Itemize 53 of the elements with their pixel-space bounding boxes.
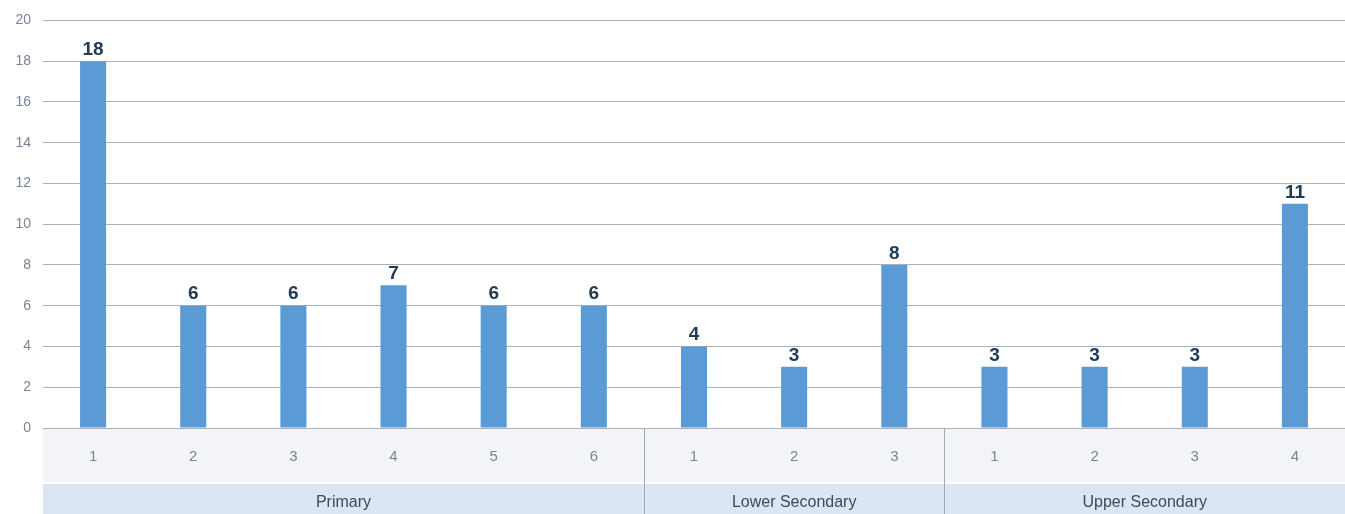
text: Lower Secondary [731, 493, 857, 511]
x-tick-label: 5 [489, 447, 498, 465]
y-tick-label: 12 [15, 174, 32, 191]
bar [180, 305, 207, 428]
data-label: 11 [1284, 180, 1306, 202]
data-label: 3 [1089, 343, 1100, 365]
data-label: 7 [388, 262, 399, 284]
x-tick-label: 2 [189, 447, 198, 465]
x-tick-label: 2 [1090, 447, 1099, 465]
x-tick-label: 4 [1290, 447, 1300, 465]
y-tick-label: 2 [23, 378, 32, 395]
bar [580, 305, 607, 428]
bar [1081, 366, 1108, 428]
bar [981, 366, 1008, 428]
data-label: 3 [788, 343, 800, 365]
data-label: 4 [688, 323, 700, 345]
x-tick-label: 3 [1190, 447, 1199, 465]
data-label: 6 [187, 282, 199, 304]
bar [1181, 366, 1208, 428]
data-label: 8 [889, 241, 900, 263]
text: Primary [315, 493, 372, 511]
x-tick-label: 3 [289, 447, 298, 465]
data-label: 18 [82, 37, 104, 59]
bar [380, 285, 407, 428]
bar [881, 264, 908, 428]
x-tick-label: 1 [88, 447, 98, 465]
y-tick-label: 4 [23, 337, 32, 354]
y-tick-label: 16 [15, 92, 32, 109]
y-tick-label: 0 [23, 418, 32, 435]
y-tick-label: 20 [15, 11, 32, 28]
data-label: 6 [588, 282, 600, 304]
x-tick-label: 4 [389, 447, 398, 465]
y-tick-label: 8 [23, 255, 32, 272]
bar [280, 305, 307, 428]
x-tick-label: 1 [990, 447, 999, 465]
data-label: 3 [1189, 343, 1201, 365]
y-tick-label: 14 [15, 133, 32, 150]
x-tick-label: 3 [890, 447, 899, 465]
data-label: 6 [288, 282, 299, 304]
x-tick-label: 2 [789, 447, 799, 465]
bar [480, 305, 507, 428]
data-label: 6 [488, 282, 499, 304]
y-tick-label: 18 [15, 52, 32, 69]
y-tick-label: 10 [15, 215, 32, 232]
y-tick-label: 6 [23, 296, 32, 313]
text: Upper Secondary [1082, 493, 1207, 511]
x-tick-label: 1 [689, 447, 699, 465]
bar [1281, 203, 1308, 428]
bar [781, 366, 808, 428]
data-label: 3 [989, 343, 1000, 365]
x-tick-label: 6 [589, 447, 599, 465]
bar [680, 346, 708, 428]
bar [80, 61, 107, 428]
